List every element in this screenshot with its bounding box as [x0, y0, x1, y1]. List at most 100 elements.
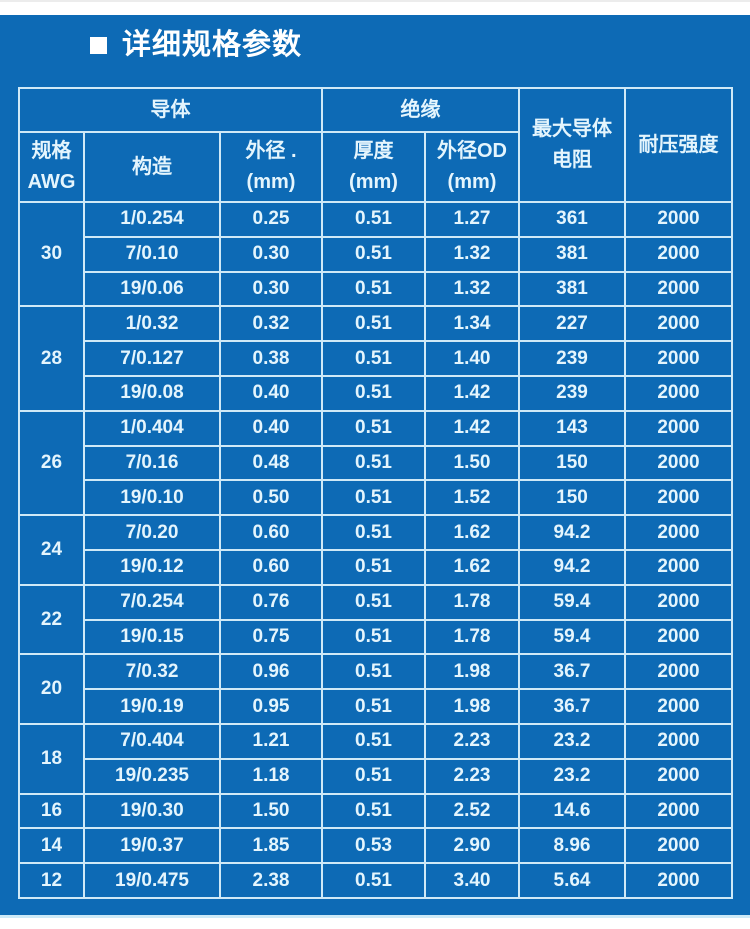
thickness-cell: 0.51 — [321, 792, 426, 830]
thickness-cell: 0.51 — [321, 583, 426, 621]
blue-panel: 详细规格参数 导体 绝缘 最大导体 电阻 耐压强度 规格 A — [0, 15, 750, 915]
insulation-od-cell: 1.98 — [424, 653, 520, 691]
resistance-cell: 239 — [518, 374, 626, 412]
conductor-od-cell: 0.25 — [219, 201, 323, 238]
voltage-cell: 2000 — [624, 270, 733, 308]
table-row: 19/0.08 0.40 0.51 1.42 239 2000 — [19, 374, 733, 412]
thickness-cell: 0.53 — [321, 827, 426, 865]
resistance-cell: 59.4 — [518, 618, 626, 656]
conductor-od-cell: 1.18 — [219, 757, 323, 795]
voltage-cell: 2000 — [624, 548, 733, 586]
table-row: 19/0.235 1.18 0.51 2.23 23.2 2000 — [19, 757, 733, 795]
thickness-cell: 0.51 — [321, 444, 426, 482]
construction-cell: 7/0.32 — [83, 653, 221, 691]
thickness-cell: 0.51 — [321, 479, 426, 517]
voltage-cell: 2000 — [624, 862, 733, 899]
table-row: 24 7/0.20 0.60 0.51 1.62 94.2 2000 — [18, 514, 733, 586]
insulation-od-cell: 1.34 — [424, 305, 520, 343]
section-title: 详细规格参数 — [90, 31, 302, 60]
insulation-od-cell: 2.90 — [424, 827, 520, 865]
insulation-od-cell: 1.32 — [424, 270, 520, 308]
table-row: 19/0.19 0.95 0.51 1.98 36.7 2000 — [19, 688, 733, 725]
awg-cell: 28 — [18, 305, 85, 412]
construction-cell: 7/0.404 — [83, 722, 221, 760]
header-construction: 构造 — [83, 131, 221, 203]
resistance-cell: 381 — [518, 235, 626, 273]
insulation-od-cell: 1.50 — [424, 444, 520, 482]
thickness-cell: 0.51 — [321, 201, 426, 238]
resistance-cell: 23.2 — [518, 722, 626, 760]
resistance-cell: 14.6 — [518, 792, 626, 830]
resistance-cell: 150 — [518, 444, 626, 482]
thickness-cell: 0.51 — [321, 235, 426, 273]
table-row: 19/0.10 0.50 0.51 1.52 150 2000 — [19, 479, 733, 517]
construction-cell: 1/0.32 — [83, 305, 221, 343]
table-row: 22 7/0.254 0.76 0.51 1.78 59.4 2000 — [18, 583, 733, 656]
conductor-od-cell: 0.40 — [219, 409, 323, 447]
conductor-od-cell: 0.38 — [219, 340, 323, 377]
thickness-cell: 0.51 — [321, 270, 426, 308]
insulation-od-cell: 1.40 — [424, 340, 520, 377]
conductor-od-cell: 0.76 — [219, 583, 323, 621]
voltage-cell: 2000 — [624, 583, 733, 621]
conductor-od-cell: 1.85 — [219, 827, 323, 865]
resistance-cell: 381 — [518, 270, 626, 308]
construction-cell: 7/0.16 — [83, 444, 221, 482]
construction-cell: 7/0.127 — [83, 340, 221, 377]
insulation-od-cell: 1.32 — [424, 235, 520, 273]
construction-cell: 19/0.10 — [83, 479, 221, 517]
voltage-cell: 2000 — [624, 444, 733, 482]
insulation-od-cell: 1.62 — [424, 548, 520, 586]
page-title: 详细规格参数 — [122, 29, 303, 61]
table-row: 26 1/0.404 0.40 0.51 1.42 143 2000 — [18, 409, 733, 517]
conductor-od-cell: 0.50 — [219, 479, 323, 517]
awg-cell: 14 — [18, 827, 85, 865]
thickness-cell: 0.51 — [321, 722, 426, 760]
awg-cell: 18 — [18, 722, 85, 795]
square-bullet-icon — [90, 37, 107, 54]
header-line: 电阻 — [552, 149, 592, 171]
construction-cell: 19/0.475 — [83, 862, 221, 899]
table-row: 30 1/0.254 0.25 0.51 1.27 361 2000 — [18, 200, 733, 308]
insulation-od-cell: 1.98 — [424, 688, 520, 725]
header-withstand-voltage: 耐压强度 — [624, 87, 733, 203]
thickness-cell: 0.51 — [321, 688, 426, 725]
resistance-cell: 8.96 — [518, 827, 626, 865]
table-row: 7/0.127 0.38 0.51 1.40 239 2000 — [19, 340, 733, 377]
resistance-cell: 150 — [518, 479, 626, 517]
resistance-cell: 23.2 — [518, 757, 626, 795]
voltage-cell: 2000 — [624, 479, 733, 517]
header-line: 外径OD — [437, 140, 507, 162]
header-line: (mm) — [447, 171, 497, 193]
header-awg: 规格 AWG — [18, 131, 85, 203]
voltage-cell: 2000 — [624, 235, 733, 273]
resistance-cell: 94.2 — [518, 548, 626, 586]
conductor-od-cell: 0.30 — [219, 270, 323, 308]
header-group-row: 导体 绝缘 最大导体 电阻 耐压强度 — [18, 87, 733, 203]
thickness-cell: 0.51 — [321, 409, 426, 447]
construction-cell: 7/0.10 — [83, 235, 221, 273]
conductor-od-cell: 0.95 — [219, 688, 323, 725]
awg-cell: 24 — [18, 514, 85, 586]
voltage-cell: 2000 — [624, 340, 733, 377]
construction-cell: 19/0.08 — [83, 374, 221, 412]
header-conductor-od: 外径 . (mm) — [219, 131, 323, 203]
voltage-cell: 2000 — [624, 722, 733, 760]
thickness-cell: 0.51 — [321, 653, 426, 691]
awg-cell: 22 — [18, 583, 85, 656]
construction-cell: 1/0.404 — [83, 409, 221, 447]
conductor-od-cell: 1.21 — [219, 722, 323, 760]
table-row: 7/0.16 0.48 0.51 1.50 150 2000 — [19, 444, 733, 482]
table-row: 19/0.06 0.30 0.51 1.32 381 2000 — [19, 270, 733, 308]
table-row: 19/0.15 0.75 0.51 1.78 59.4 2000 — [19, 618, 733, 656]
voltage-cell: 2000 — [624, 305, 733, 343]
thickness-cell: 0.51 — [321, 305, 426, 343]
table-row: 12 19/0.475 2.38 0.51 3.40 5.64 2000 — [18, 862, 733, 899]
thickness-cell: 0.51 — [321, 862, 426, 899]
insulation-od-cell: 1.78 — [424, 618, 520, 656]
awg-cell: 30 — [18, 200, 85, 308]
resistance-cell: 227 — [518, 305, 626, 343]
insulation-od-cell: 2.52 — [424, 792, 520, 830]
header-sub-row: 规格 AWG 构造 外径 . (mm) 厚度 (mm) 外径OD (mm) — [18, 131, 732, 203]
